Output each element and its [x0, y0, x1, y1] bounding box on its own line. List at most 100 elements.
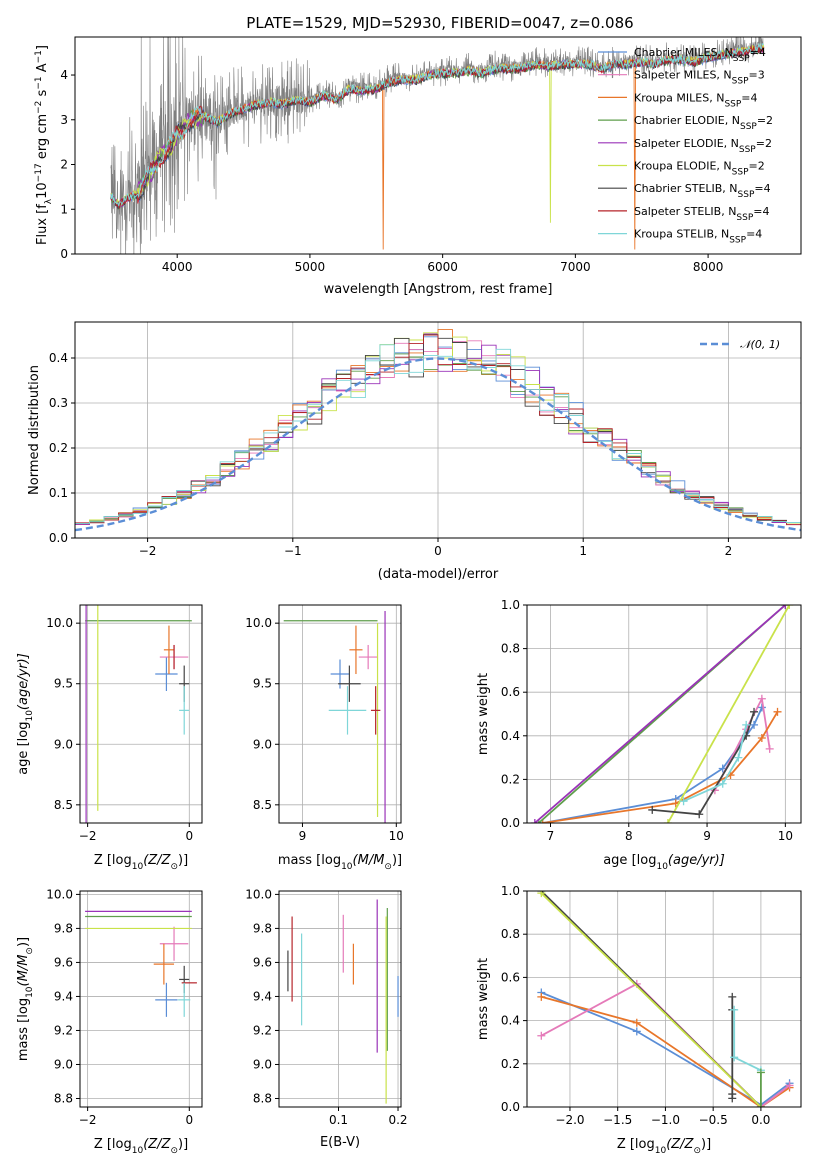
weight-marker	[750, 707, 759, 716]
errorbar-chabrier-stelib	[338, 665, 361, 702]
y-tick-label: 1.0	[501, 884, 520, 898]
weight-marker	[718, 779, 727, 788]
x-axis-label: Z [log10(Z/Z⊙)]	[617, 1137, 711, 1156]
weight-marker	[765, 744, 774, 753]
x-tick-label: 10	[778, 829, 793, 843]
weight-marker	[757, 733, 766, 742]
legend-entry: Salpeter ELODIE, NSSP=2	[634, 137, 772, 155]
weight-marker	[695, 810, 704, 819]
residual-histogram-panel: −2 −1 0 1 2 0.0 0.1 0.2 0.3 0.4 (data-model)/error…	[27, 321, 802, 582]
weight-marker	[530, 819, 539, 823]
x-tick-label: 7	[547, 829, 555, 843]
ebv-mass-panel: 0.1 0.2 8.8 9.0 9.2 9.4 9.6 9.8 10.0 E(B-V)	[245, 887, 407, 1150]
y-tick-label: 0	[60, 247, 68, 261]
y-tick-label: 9.5	[54, 677, 73, 691]
y-tick-label: 9.5	[253, 677, 272, 691]
y-tick-label: 9.0	[253, 737, 272, 751]
legend-entry: Kroupa MILES, NSSP=4	[634, 91, 758, 109]
legend-entry: Chabrier ELODIE, NSSP=2	[634, 114, 773, 132]
y-tick-label: 1.0	[501, 598, 520, 612]
legend-entry: Chabrier MILES, NSSP=4	[634, 46, 766, 64]
weight-marker	[756, 1103, 765, 1107]
weight-marker	[781, 605, 790, 609]
axes-frame	[526, 604, 802, 824]
y-tick-label: 3	[60, 113, 68, 127]
weight-marker	[757, 694, 766, 703]
y-tick-label: 8.5	[54, 798, 73, 812]
y-tick-label: 10.0	[245, 887, 272, 901]
errorbar-salpeter-miles	[159, 926, 189, 961]
errorbar-kroupa-stelib	[179, 686, 190, 735]
y-tick-label: 9.8	[253, 921, 272, 935]
legend-entry: Kroupa ELODIE, NSSP=2	[634, 160, 765, 178]
legend-entry: 𝒩(0, 1)	[740, 338, 780, 351]
z-weight-panel: −2.0 −1.5 −1.0 −0.5 0.0 0.0 0.2 0.4 0.6 0.8 1.0 Z […	[476, 884, 802, 1156]
x-axis-label: Z [log10(Z/Z⊙)]	[94, 1137, 188, 1156]
weight-marker	[537, 891, 546, 898]
y-tick-label: 0.3	[49, 396, 68, 410]
x-tick-label: 9	[703, 829, 711, 843]
model-line-kroupa-stelib	[110, 42, 765, 207]
x-tick-label: 0	[185, 829, 193, 843]
weight-marker	[648, 805, 657, 814]
weight-marker	[537, 1031, 546, 1040]
y-tick-label: 0.8	[501, 927, 520, 941]
x-tick-label: 0	[185, 1113, 193, 1127]
weight-marker	[663, 819, 672, 823]
weight-marker	[734, 753, 743, 762]
y-tick-label: 9.4	[54, 989, 73, 1003]
y-tick-label: 0.4	[501, 729, 520, 743]
x-axis-label: Z [log10(Z/Z⊙)]	[94, 853, 188, 872]
x-tick-label: 0.1	[329, 1113, 348, 1127]
y-tick-label: 9.2	[54, 1023, 73, 1037]
x-tick-label: 4000	[162, 260, 193, 274]
y-tick-label: 9.4	[253, 989, 272, 1003]
weight-marker	[728, 1090, 737, 1099]
y-tick-label: 9.8	[54, 921, 73, 935]
y-axis-label: mass [log10(M/M⊙)]	[16, 937, 35, 1061]
z-age-panel: −2 0 8.5 9.0 9.5 10.0 Z [log10(Z/Z⊙)] age [log1…	[16, 604, 203, 872]
normal-curve	[75, 357, 801, 532]
y-tick-label: 0.0	[501, 816, 520, 830]
weight-line-salpeter-elodie	[530, 605, 790, 823]
errorbar-kroupa-miles	[153, 943, 175, 985]
y-tick-label: 0.1	[49, 486, 68, 500]
axes-frame	[526, 890, 802, 1108]
weight-line-kroupa-elodie	[537, 891, 765, 1107]
plot-area	[85, 910, 197, 1017]
x-tick-label: −2	[79, 1113, 97, 1127]
legend-entry: Kroupa STELIB, NSSP=4	[634, 228, 762, 246]
weight-line-chabrier-miles	[538, 703, 766, 823]
y-tick-label: 8.8	[253, 1091, 272, 1105]
age-weight-panel: 7 8 9 10 0.0 0.2 0.4 0.6 0.8 1.0 age [log10(age/yr…	[476, 598, 802, 872]
legend-entry: Salpeter MILES, NSSP=3	[634, 69, 765, 87]
y-tick-label: 0.6	[501, 685, 520, 699]
weight-marker	[750, 720, 759, 729]
y-tick-label: 0.2	[501, 1057, 520, 1071]
weight-marker	[679, 797, 688, 806]
y-axis-label: age [log10(age/yr)]	[16, 653, 35, 775]
y-tick-label: 0.0	[49, 531, 68, 545]
x-tick-label: 8	[625, 829, 633, 843]
errorbar-kroupa-miles	[349, 625, 363, 675]
errorbar-kroupa-stelib	[328, 686, 367, 735]
y-tick-label: 8.5	[253, 798, 272, 812]
errorbar-salpeter-stelib	[370, 686, 381, 735]
axes-frame	[74, 36, 802, 255]
errorbar-kroupa-miles	[163, 625, 175, 675]
axes-frame	[79, 890, 203, 1108]
x-tick-label: 8000	[693, 260, 724, 274]
axes-frame	[278, 890, 402, 1108]
weight-marker	[756, 1068, 765, 1077]
axes-frame	[79, 604, 203, 824]
x-tick-label: −2	[79, 829, 97, 843]
weight-marker	[537, 992, 546, 1001]
y-tick-label: 4	[60, 68, 68, 82]
y-tick-label: 10.0	[46, 616, 73, 630]
y-tick-label: 0.0	[501, 1100, 520, 1114]
y-tick-label: 9.6	[253, 955, 272, 969]
y-tick-label: 9.0	[253, 1057, 272, 1071]
x-axis-label: wavelength [Angstrom, rest frame]	[324, 282, 553, 297]
weight-marker	[728, 992, 737, 1001]
